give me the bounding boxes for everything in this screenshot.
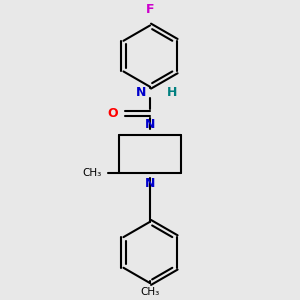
Text: O: O <box>108 107 118 120</box>
Text: CH₃: CH₃ <box>83 168 102 178</box>
Text: N: N <box>136 86 146 99</box>
Text: N: N <box>145 118 155 131</box>
Text: F: F <box>146 3 154 16</box>
Text: N: N <box>145 177 155 190</box>
Text: H: H <box>167 86 178 99</box>
Text: CH₃: CH₃ <box>140 287 160 297</box>
